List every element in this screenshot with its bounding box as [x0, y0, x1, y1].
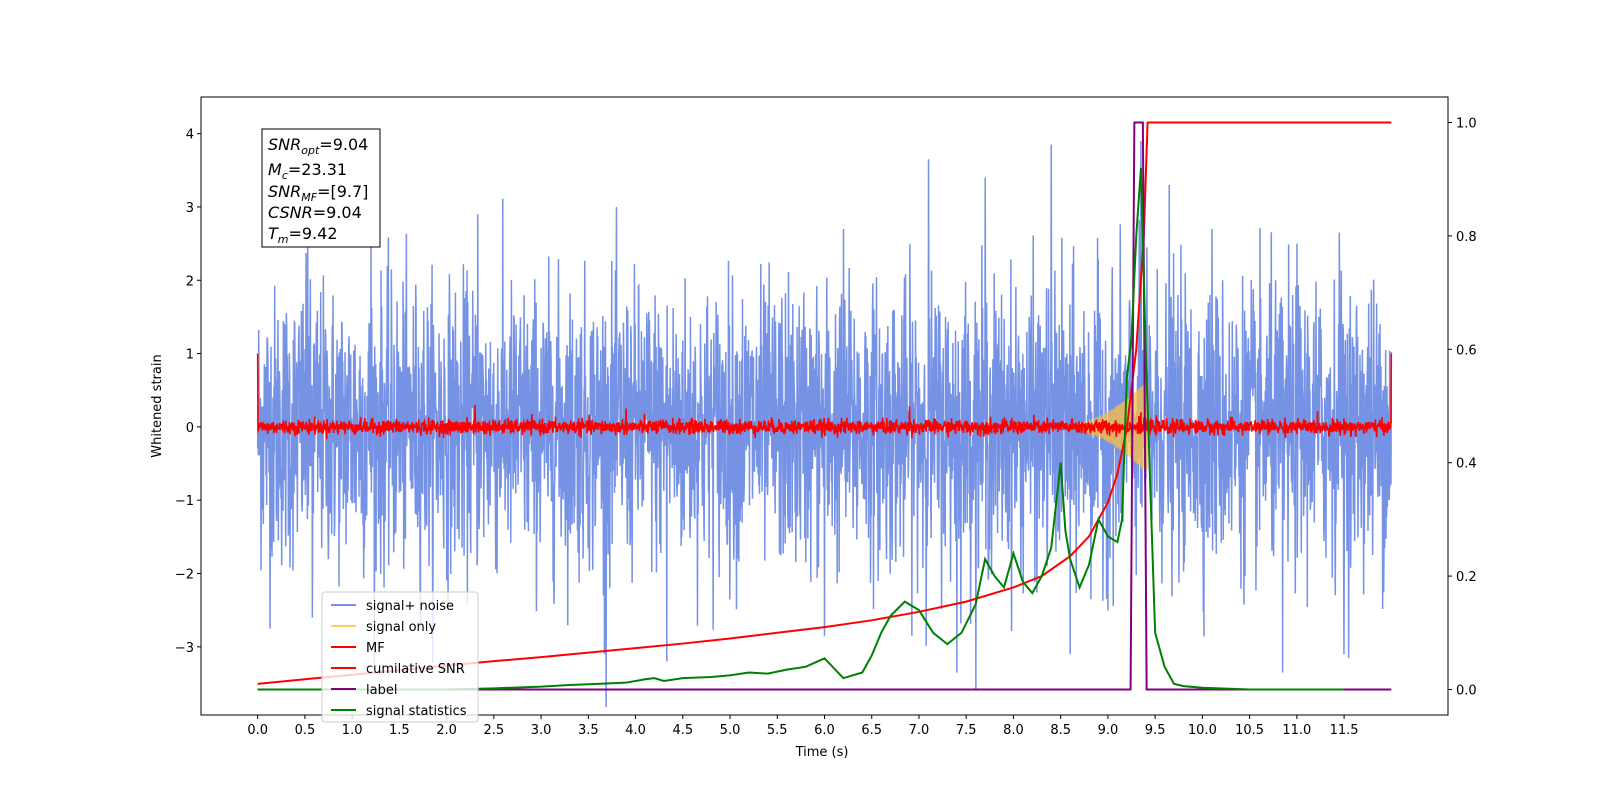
- legend-label: cumilative SNR: [366, 662, 465, 677]
- legend-item-label: label: [331, 683, 397, 698]
- x-tick-label: 9.0: [1098, 723, 1119, 738]
- legend-label: MF: [366, 641, 385, 656]
- x-tick-label: 6.5: [861, 723, 882, 738]
- x-tick-label: 10.0: [1188, 723, 1217, 738]
- y-left-tick-label: 1: [186, 348, 194, 363]
- y-right-tick-label: 0.8: [1456, 230, 1477, 245]
- x-tick-label: 2.5: [484, 723, 505, 738]
- x-tick-label: 1.5: [389, 723, 410, 738]
- y-left-tick-label: −2: [175, 568, 194, 583]
- series-signal-noise: [256, 140, 1393, 707]
- series-label: [257, 121, 1392, 691]
- y-left-tick-label: 4: [186, 128, 194, 143]
- x-tick-label: 8.5: [1050, 723, 1071, 738]
- x-tick-label: 6.0: [814, 723, 835, 738]
- x-tick-label: 5.0: [720, 723, 741, 738]
- x-tick-label: 0.5: [295, 723, 316, 738]
- y-left-tick-label: 0: [186, 421, 194, 436]
- series-mf: [256, 353, 1393, 440]
- y-right-tick-label: 0.4: [1456, 457, 1477, 472]
- x-tick-label: 5.5: [767, 723, 788, 738]
- x-tick-label: 4.0: [625, 723, 646, 738]
- annotation-csnr: CSNR=9.04: [268, 203, 362, 222]
- x-tick-label: 11.5: [1330, 723, 1359, 738]
- y-left-tick-label: 3: [186, 201, 194, 216]
- annotation-snr-opt: SNRopt=9.04: [268, 135, 368, 157]
- y-axis-left: −3 −2 −1 0 1 2 3 4: [175, 128, 201, 656]
- legend-item-cumilative-snr: cumilative SNR: [331, 662, 465, 677]
- y-axis-right: 0.0 0.2 0.4 0.6 0.8 1.0: [1448, 117, 1477, 698]
- legend-label: label: [366, 683, 397, 698]
- y-right-tick-label: 0.2: [1456, 570, 1477, 585]
- legend-frame: [321, 591, 479, 723]
- x-tick-label: 3.0: [531, 723, 552, 738]
- legend-item-signal-only: signal only: [331, 620, 436, 635]
- annotation-frame: [261, 128, 381, 248]
- annotation-tm: Tm=9.42: [268, 224, 338, 246]
- annotation-mc: Mc=23.31: [268, 160, 347, 182]
- x-tick-label: 10.5: [1235, 723, 1264, 738]
- legend-item-mf: MF: [331, 641, 385, 656]
- annotation-snr-mf: SNRMF=[9.7]: [268, 182, 368, 204]
- x-tick-label: 0.0: [247, 723, 268, 738]
- legend-item-signal-statistics: signal statistics: [331, 704, 467, 719]
- x-tick-label: 2.0: [436, 723, 457, 738]
- series-signal-statistics: [257, 167, 1345, 691]
- y-axis-label: Whitened strain: [150, 354, 165, 457]
- y-left-tick-label: 2: [186, 274, 194, 289]
- x-tick-label: 9.5: [1145, 723, 1166, 738]
- x-axis-label: Time (s): [795, 745, 849, 760]
- x-tick-label: 11.0: [1282, 723, 1311, 738]
- y-left-tick-label: −1: [175, 494, 194, 509]
- annotation-box: SNRopt=9.04 Mc=23.31 SNRMF=[9.7] CSNR=9.…: [261, 128, 381, 248]
- x-tick-label: 7.0: [909, 723, 930, 738]
- y-right-tick-label: 0.0: [1456, 683, 1477, 698]
- y-left-tick-label: −3: [175, 641, 194, 656]
- legend-item-signal-noise: signal+ noise: [331, 599, 454, 614]
- x-tick-label: 3.5: [578, 723, 599, 738]
- legend-label: signal only: [366, 620, 436, 635]
- y-right-tick-label: 1.0: [1456, 117, 1477, 132]
- x-tick-label: 4.5: [672, 723, 693, 738]
- y-right-tick-label: 0.6: [1456, 343, 1477, 358]
- x-tick-label: 8.0: [1003, 723, 1024, 738]
- x-tick-label: 1.0: [342, 723, 363, 738]
- legend-label: signal+ noise: [366, 599, 454, 614]
- x-tick-label: 7.5: [956, 723, 977, 738]
- x-axis: 0.0 0.5 1.0 1.5 2.0 2.5 3.0 3.5 4.0 4.5 5.0 5.5 6.0 6…: [247, 715, 1359, 738]
- legend-label: signal statistics: [366, 704, 467, 719]
- legend: signal+ noise signal only MF cumilative SNR…: [321, 591, 479, 723]
